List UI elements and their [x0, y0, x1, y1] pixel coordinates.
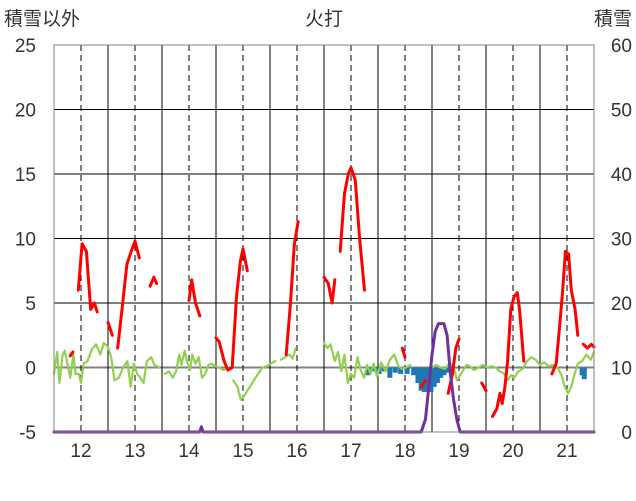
right-y-tick-label: 20 [611, 294, 632, 315]
plot-frame [53, 44, 595, 433]
red-series-line [480, 381, 488, 393]
x-tick-label: 13 [124, 441, 145, 462]
right-y-tick-label: 60 [611, 36, 632, 57]
green-series-line [163, 349, 229, 379]
left-y-tick-label: 15 [15, 165, 36, 186]
green-series-line [52, 341, 161, 388]
red-series-line [419, 378, 427, 389]
x-tick-label: 12 [70, 441, 91, 462]
blue-bar [415, 367, 421, 383]
x-tick-label: 14 [178, 441, 200, 462]
blue-bar [392, 367, 398, 373]
right-y-tick-label: 30 [611, 230, 632, 251]
blue-bar [371, 367, 377, 372]
x-tick-label: 19 [448, 441, 469, 462]
blue-bar [438, 367, 444, 378]
blue-bar [418, 367, 424, 391]
x-tick-label: 18 [394, 441, 415, 462]
red-series-line [338, 166, 366, 292]
purple-series-line [52, 322, 596, 434]
left-y-tick-label: 0 [25, 359, 36, 380]
blue-bar [441, 367, 447, 376]
left-y-tick-label: -5 [19, 423, 36, 444]
red-series-line [68, 350, 75, 358]
green-series-line [322, 341, 412, 385]
red-series-line [581, 342, 596, 350]
red-series-line [400, 346, 407, 359]
blue-bar [411, 367, 417, 376]
blue-bar [434, 367, 440, 383]
x-tick-label: 16 [286, 441, 307, 462]
left-axis-title: 積雪以外 [4, 8, 80, 30]
red-series-line [76, 242, 99, 314]
x-tick-label: 20 [502, 441, 523, 462]
left-y-ticks: 25 20 15 10 5 0 -5 [15, 36, 36, 444]
blue-bar [365, 367, 371, 376]
red-series-line [116, 239, 141, 350]
blue-bar [431, 367, 437, 387]
x-tick-label: 21 [556, 441, 577, 462]
red-series-line [322, 275, 337, 305]
x-tick-label: 15 [232, 441, 253, 462]
red-series-line [187, 278, 202, 318]
blue-bar [425, 367, 431, 390]
green-series-line [279, 347, 297, 361]
right-axis-title: 積雪 [594, 8, 632, 30]
right-y-tick-label: 10 [611, 359, 632, 380]
x-ticks: 12 13 14 15 16 17 18 19 20 21 [70, 441, 577, 462]
right-y-tick-label: 50 [611, 101, 632, 122]
left-y-tick-label: 20 [15, 101, 36, 122]
blue-bar [404, 367, 410, 374]
red-series-line [214, 247, 249, 372]
x-tick-label: 17 [340, 441, 361, 462]
left-y-tick-label: 5 [25, 294, 36, 315]
red-series-line [491, 291, 526, 418]
red-series-line [284, 220, 300, 357]
green-series-line [430, 350, 596, 395]
blue-bar [387, 367, 393, 378]
blue-bar [581, 367, 587, 380]
blue-bar [444, 367, 450, 373]
right-y-tick-label: 0 [621, 423, 632, 444]
left-y-tick-label: 10 [15, 230, 36, 251]
left-y-tick-label: 25 [15, 36, 36, 57]
red-series-line [148, 275, 159, 288]
grid [54, 45, 594, 432]
blue-bar [398, 367, 404, 374]
right-y-ticks: 60 50 40 30 20 10 0 [611, 36, 632, 444]
red-series-line [106, 320, 114, 337]
series-lines [52, 166, 596, 434]
right-y-tick-label: 40 [611, 165, 632, 186]
red-series-line [550, 249, 580, 376]
chart-title: 火打 [305, 8, 343, 30]
green-series-line [232, 360, 277, 401]
